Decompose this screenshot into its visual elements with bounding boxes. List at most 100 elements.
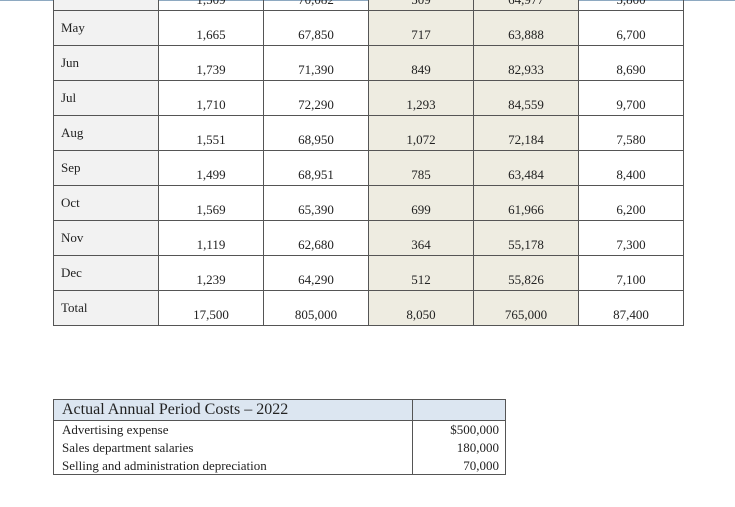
costs-labels: Advertising expense Sales department sala… [53, 420, 413, 475]
month-cell: May [53, 10, 159, 46]
cost-label: Sales department salaries [62, 440, 194, 455]
value: 61,966 [508, 202, 544, 217]
cost-label: Advertising expense [62, 422, 169, 437]
value: 68,951 [298, 167, 334, 182]
value-cell: 364 [368, 220, 474, 256]
value: 509 [369, 0, 473, 8]
value-cell: 1,072 [368, 115, 474, 151]
value: 1,569 [196, 202, 226, 217]
month-label: Total [61, 300, 88, 315]
costs-title: Actual Annual Period Costs – 2022 [62, 401, 289, 418]
cost-label: Selling and administration depreciation [62, 458, 267, 473]
value-cell: 512 [368, 255, 474, 291]
value: 805,000 [294, 307, 338, 322]
cost-amount: $500,000 [450, 422, 499, 437]
value-cell: 8,400 [578, 150, 684, 186]
costs-header: Actual Annual Period Costs – 2022 [53, 399, 413, 421]
value-cell: 72,184 [473, 115, 579, 151]
value: 67,850 [298, 27, 334, 42]
costs-amounts: $500,000 180,000 70,000 [412, 420, 506, 475]
cost-amount: 180,000 [456, 440, 499, 455]
month-cell: Nov [53, 220, 159, 256]
month-cell: Dec [53, 255, 159, 291]
value-cell: 1,239 [158, 255, 264, 291]
value: 785 [411, 167, 431, 182]
month-cell: Oct [53, 185, 159, 221]
value-cell: 1,710 [158, 80, 264, 116]
value: 65,390 [298, 202, 334, 217]
value: 512 [411, 272, 431, 287]
value-cell: 55,826 [473, 255, 579, 291]
value: 72,184 [508, 132, 544, 147]
value: 17,500 [193, 307, 229, 322]
value: 87,400 [613, 307, 649, 322]
value: 1,665 [196, 27, 226, 42]
value-cell: 1,499 [158, 150, 264, 186]
month-label: Oct [61, 195, 80, 210]
value: 6,700 [616, 27, 646, 42]
value: 55,178 [508, 237, 544, 252]
value: 8,050 [406, 307, 436, 322]
month-label: Dec [61, 265, 82, 280]
value-cell: 55,178 [473, 220, 579, 256]
value-cell: 71,390 [263, 45, 369, 81]
value: 84,559 [508, 97, 544, 112]
value-cell: 717 [368, 10, 474, 46]
value-cell: 765,000 [473, 290, 579, 326]
month-cell: Jun [53, 45, 159, 81]
value-cell: 65,390 [263, 185, 369, 221]
value: 62,680 [298, 237, 334, 252]
value: 63,888 [508, 27, 544, 42]
month-cell: Total [53, 290, 159, 326]
value: 1,710 [196, 97, 226, 112]
value-cell: 84,559 [473, 80, 579, 116]
value: 717 [411, 27, 431, 42]
value-cell: 699 [368, 185, 474, 221]
value-cell: 63,888 [473, 10, 579, 46]
value-cell: 72,290 [263, 80, 369, 116]
value: 1,551 [196, 132, 226, 147]
value-cell: 1,551 [158, 115, 264, 151]
value: 1,499 [196, 167, 226, 182]
value: 64,977 [474, 0, 578, 8]
value: 7,580 [616, 132, 646, 147]
value: 70,082 [264, 0, 368, 8]
value-cell: 67,850 [263, 10, 369, 46]
value: 68,950 [298, 132, 334, 147]
value: 699 [411, 202, 431, 217]
value-cell: 785 [368, 150, 474, 186]
value-cell: 61,966 [473, 185, 579, 221]
value-cell: 1,739 [158, 45, 264, 81]
value: 7,300 [616, 237, 646, 252]
value-cell: 17,500 [158, 290, 264, 326]
value: 55,826 [508, 272, 544, 287]
value: 7,100 [616, 272, 646, 287]
value-cell: 1,293 [368, 80, 474, 116]
value-cell: 62,680 [263, 220, 369, 256]
value-cell: 6,200 [578, 185, 684, 221]
value-cell: 68,950 [263, 115, 369, 151]
value: 1,293 [406, 97, 436, 112]
value: 1,239 [196, 272, 226, 287]
month-cell: Sep [53, 150, 159, 186]
value: 6,200 [616, 202, 646, 217]
value: 8,400 [616, 167, 646, 182]
value-cell: 8,690 [578, 45, 684, 81]
value: 71,390 [298, 62, 334, 77]
value: 364 [411, 237, 431, 252]
cost-amount: 70,000 [463, 458, 499, 473]
value: 8,690 [616, 62, 646, 77]
value-cell: 7,580 [578, 115, 684, 151]
value-cell: 1,569 [158, 185, 264, 221]
value-cell: 9,700 [578, 80, 684, 116]
value: 5,800 [579, 0, 683, 8]
value: 1,119 [196, 237, 226, 252]
value-cell: 7,100 [578, 255, 684, 291]
value: 63,484 [508, 167, 544, 182]
value: 1,072 [406, 132, 436, 147]
month-label: Jul [61, 90, 77, 105]
value-cell: 805,000 [263, 290, 369, 326]
month-cell: Aug [53, 115, 159, 151]
top-rule [0, 0, 735, 1]
